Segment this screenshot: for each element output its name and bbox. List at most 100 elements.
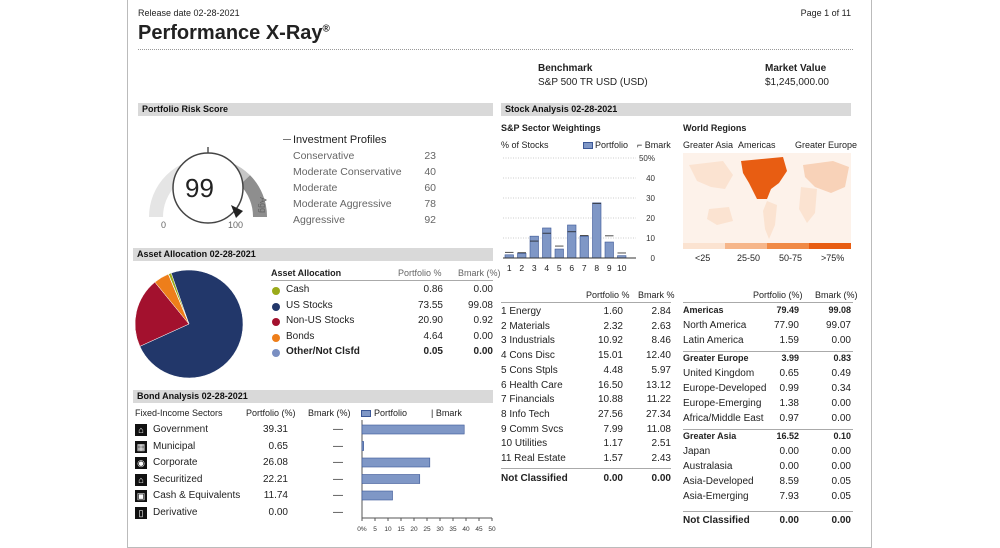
region-divider-bottom — [683, 511, 853, 512]
risk-section-header: Portfolio Risk Score — [138, 103, 493, 116]
bond-axis-label: 10 — [384, 526, 392, 533]
bond-axis-label: 15 — [397, 526, 405, 533]
region-legend-label: <25 — [695, 253, 711, 263]
region-portfolio: 0.99 — [779, 383, 799, 394]
region-name: Americas — [683, 305, 724, 315]
stocks-label: % of Stocks — [501, 140, 549, 150]
region-portfolio: 1.38 — [779, 397, 799, 409]
region-portfolio: 0.65 — [779, 368, 799, 380]
profile-value: 60 — [424, 182, 436, 194]
profile-name: Moderate Conservative — [293, 166, 402, 178]
asset-col-portfolio: Portfolio % — [398, 268, 442, 278]
region-legend-label: >75% — [821, 253, 845, 263]
region-name: Latin America — [683, 334, 744, 346]
profile-value: 78 — [424, 198, 436, 210]
region-bmark: 0.00 — [831, 397, 851, 409]
region-label-europe: Greater Europe — [795, 140, 858, 150]
region-bmark: 0.34 — [831, 383, 851, 394]
risk-score: 99 — [185, 173, 214, 203]
region-bmark: 0.00 — [831, 412, 851, 424]
sector-name: 6 Health Care — [501, 379, 563, 391]
securitized-icon: ⌂ — [135, 473, 147, 486]
region-portfolio: 0.00 — [779, 461, 799, 472]
bond-col-name: Fixed-Income Sectors — [135, 408, 223, 418]
sector-name: 9 Comm Svcs — [501, 423, 564, 435]
sector-portfolio: 15.01 — [597, 350, 623, 362]
asset-portfolio: 4.64 — [423, 330, 443, 342]
sector-bar — [554, 248, 564, 259]
sector-bar — [567, 224, 577, 259]
bond-sector-name: Municipal — [153, 440, 196, 452]
sector-name: 10 Utilities — [501, 438, 548, 450]
bond-portfolio: 26.08 — [262, 457, 288, 468]
market-value-label: Market Value — [765, 63, 827, 74]
title-divider — [138, 49, 853, 50]
region-legend-label: 25-50 — [737, 253, 761, 263]
bond-section-header: Bond Analysis 02-28-2021 — [133, 390, 493, 403]
sector-xtick-label: 9 — [607, 263, 612, 273]
sector-name: 2 Materials — [501, 320, 550, 332]
bond-legend-portfolio: Portfolio — [374, 408, 408, 418]
bond-bar — [361, 490, 393, 501]
asset-bmark: 99.08 — [467, 299, 493, 311]
page-title: Performance X-Ray® — [138, 22, 330, 44]
sector-bmark: 2.43 — [651, 453, 671, 464]
region-bmark: 0.00 — [831, 461, 851, 472]
derivative-icon: ▯ — [135, 506, 147, 519]
region-portfolio: 3.99 — [781, 353, 799, 364]
region-legend-swatch — [683, 243, 725, 249]
bond-bar-chart: 0% 5 10 15 20 25 30 35 40 45 50 — [357, 420, 496, 533]
sector-portfolio: 1.57 — [603, 453, 623, 464]
bond-sector-name: Corporate — [153, 457, 198, 468]
region-portfolio: 8.59 — [779, 475, 799, 487]
sector-bmark: 2.63 — [651, 320, 671, 332]
sector-ytick-label: 30 — [646, 194, 655, 203]
region-portfolio: 77.90 — [773, 319, 799, 331]
corporate-icon: ◉ — [135, 457, 147, 469]
asset-portfolio: 73.55 — [417, 299, 443, 311]
sector-portfolio: 7.99 — [603, 423, 623, 435]
region-portfolio: 0.00 — [779, 446, 799, 458]
sector-name: 11 Real Estate — [501, 453, 566, 464]
release-date: Release date 02-28-2021 — [138, 8, 240, 18]
region-name: Japan — [683, 446, 711, 458]
sector-divider-bottom — [501, 468, 671, 469]
sector-xtick-label: 2 — [519, 263, 524, 273]
asset-name: Bonds — [286, 330, 315, 342]
region-name: North America — [683, 319, 747, 331]
sector-xtick-label: 5 — [557, 263, 562, 273]
asset-section-header: Asset Allocation 02-28-2021 — [133, 248, 493, 261]
region-bmark: 0.00 — [831, 446, 851, 458]
sector-bmark: 2.51 — [651, 438, 671, 450]
sector-ytick-label: 20 — [646, 214, 655, 223]
bond-axis-label: 45 — [475, 526, 483, 533]
asset-portfolio: 0.86 — [423, 284, 443, 295]
region-bmark: 0.49 — [831, 368, 851, 380]
asset-color-dot — [272, 287, 280, 295]
region-legend-swatch — [809, 243, 851, 249]
region-col-bmark: Bmark (%) — [815, 290, 858, 300]
sp-title: S&P Sector Weightings — [501, 123, 601, 133]
bond-axis-label: 5 — [373, 526, 377, 533]
region-not-classified-portfolio: 0.00 — [779, 515, 799, 526]
bond-bmark: — — [333, 506, 343, 518]
asset-bmark: 0.00 — [473, 330, 493, 342]
sector-col-bmark: Bmark % — [638, 290, 675, 300]
sp-legend-bmark: ⌐ Bmark — [637, 140, 671, 150]
region-bmark: 0.10 — [833, 431, 851, 442]
region-portfolio: 16.52 — [776, 431, 799, 442]
bond-sector-name: Derivative — [153, 506, 198, 518]
sector-bmark: 27.34 — [645, 408, 671, 420]
asset-color-dot — [272, 318, 280, 326]
region-name: Australasia — [683, 461, 733, 472]
asset-pie-chart — [134, 269, 244, 379]
asset-name: Other/Not Clsfd — [286, 346, 360, 357]
bond-bar — [361, 441, 364, 451]
profile-value: 23 — [424, 150, 436, 162]
pie-slice — [139, 269, 244, 379]
sector-ytick-label: 40 — [646, 174, 655, 183]
gauge-agg-label: Agg — [258, 196, 269, 214]
profile-name: Moderate Aggressive — [293, 198, 392, 210]
bond-axis-label: 30 — [436, 526, 444, 533]
sector-portfolio: 1.17 — [603, 438, 623, 450]
